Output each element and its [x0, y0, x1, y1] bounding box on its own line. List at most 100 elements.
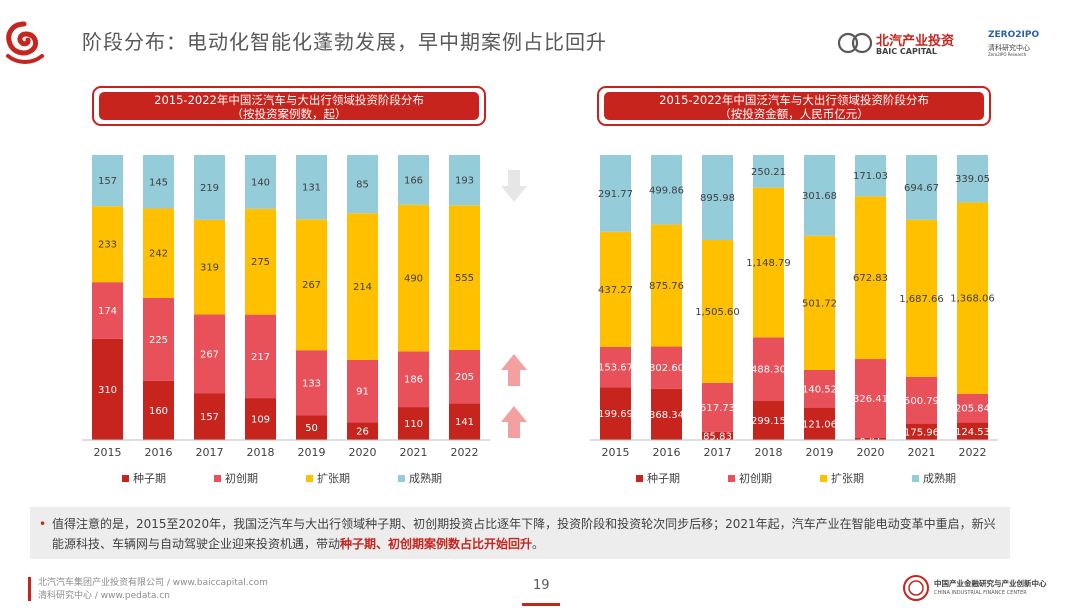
chart2-legend-swatch	[728, 475, 735, 482]
chart1-data-label: 205	[455, 372, 474, 383]
chart1-bar-2017-s1	[194, 314, 225, 394]
chart2-data-label: 895.98	[700, 193, 735, 204]
chart1-legend-label: 种子期	[133, 471, 166, 485]
chart1-legend-label: 初创期	[225, 471, 258, 485]
chart2-bar-2018-s0	[753, 401, 784, 440]
chart1-data-label: 133	[302, 378, 321, 389]
chart2-subtitle: （按投资金额，人民币亿元）	[719, 107, 869, 121]
chart2-bar-2020-s3	[855, 155, 886, 197]
chart1-data-label: 217	[251, 352, 270, 363]
chart2-tick-label: 2019	[806, 446, 834, 459]
chart1-data-label: 157	[200, 412, 219, 423]
chart2-bar-2017-s2	[702, 239, 733, 383]
chart1-bar-2015-s3	[92, 155, 123, 207]
zero-logo-sub2: Zero2IPO Research	[988, 52, 1027, 57]
chart2-bar-2019-s0	[804, 407, 835, 440]
chart2-bar-2022-s3	[957, 155, 988, 203]
chart1-bar-2022-s0	[449, 403, 480, 440]
chart1-bar-2015-s0	[92, 338, 123, 440]
chart1-bar-2017-s3	[194, 155, 225, 220]
chart1-bar-2019-s2	[296, 219, 327, 351]
chart1-data-label: 131	[302, 183, 321, 194]
chart1-data-label: 157	[98, 176, 117, 187]
chart1-bar-2016-s2	[143, 208, 174, 298]
up-arrow-icon	[501, 406, 527, 438]
page-title: 阶段分布：电动化智能化蓬勃发展，早中期案例占比回升	[82, 30, 607, 54]
chart2-legend-label: 成熟期	[923, 471, 956, 485]
baic-logo-sub: BAIC CAPITAL	[876, 47, 937, 56]
chart2-tick-label: 2022	[959, 446, 987, 459]
chart1-bar-2019-s0	[296, 415, 327, 440]
chart2-bar-2022-s1	[957, 393, 988, 423]
chart1-data-label: 490	[404, 274, 423, 285]
chart2-tick-label: 2017	[704, 446, 732, 459]
up-arrow-icon	[501, 354, 527, 386]
chart1-title-box: 2015-2022年中国泛汽车与大出行领域投资阶段分布 （按投资案例数，起）	[92, 86, 486, 126]
chart2-bar-2017-s3	[702, 155, 733, 240]
chart1-tick-label: 2022	[451, 446, 479, 459]
chart1-bar-2018-s0	[245, 398, 276, 440]
chart1-tick-label: 2017	[196, 446, 224, 459]
chart1-data-label: 214	[353, 282, 372, 293]
chart2-bar-2017-s1	[702, 382, 733, 432]
chart1-tick-label: 2020	[349, 446, 377, 459]
chart2-bar-2015-s3	[600, 155, 631, 232]
chart2-bar-2019-s1	[804, 369, 835, 408]
baic-emblem-icon	[838, 32, 872, 54]
chart2-tick-label: 2018	[755, 446, 783, 459]
chart2-title: 2015-2022年中国泛汽车与大出行领域投资阶段分布	[659, 93, 929, 107]
chart2-data-label: 205.84	[955, 404, 990, 415]
chart2-bar-2018-s3	[753, 155, 784, 188]
chart2-bar-2016-s1	[651, 346, 682, 389]
chart1-bar-2017-s2	[194, 219, 225, 315]
chart2-data-label: 368.34	[649, 410, 684, 421]
chart1-data-label: 310	[98, 385, 117, 396]
chart2-data-label: 199.69	[598, 409, 633, 420]
chart2-data-label: 153.67	[598, 363, 633, 374]
chart1-tick-label: 2019	[298, 446, 326, 459]
chart1-data-label: 110	[404, 419, 423, 430]
chart1-data-label: 26	[356, 427, 369, 438]
chart1-legend-swatch	[398, 475, 405, 482]
zero-logo-sub1: 清科研究中心	[988, 44, 1030, 52]
chart2-investment-amount: 199.69 153.67 437.27 291.77 2015 368.34 302.60…	[590, 155, 998, 485]
chart2-bar-2022-s2	[957, 202, 988, 394]
chart2-data-label: 301.68	[802, 191, 837, 202]
chart1-data-label: 267	[200, 349, 219, 360]
chart2-legend-label: 初创期	[739, 471, 772, 485]
chart1-data-label: 50	[305, 423, 318, 434]
chart1-bar-2021-s2	[398, 204, 429, 352]
chart1-data-label: 145	[149, 177, 168, 188]
chart2-data-label: 1,148.79	[746, 258, 791, 269]
chart1-data-label: 319	[200, 263, 219, 274]
chart1-bar-2016-s3	[143, 155, 174, 209]
cifc-logo: 中国产业金融研究与产业创新中心 CHINA INDUSTRIAL FINANCE…	[902, 574, 1062, 604]
chart1-data-label: 160	[149, 406, 168, 417]
note-end: 。	[532, 537, 545, 551]
chart1-data-label: 85	[356, 180, 369, 191]
chart1-tick-label: 2015	[94, 446, 122, 459]
chart2-bar-2019-s3	[804, 155, 835, 236]
chart2-tick-label: 2015	[602, 446, 630, 459]
chart1-bar-2021-s1	[398, 351, 429, 408]
chart2-bar-2021-s1	[906, 376, 937, 424]
chart2-bar-2021-s0	[906, 423, 937, 440]
footer-accent-bar	[28, 577, 31, 601]
chart2-bar-2015-s2	[600, 231, 631, 347]
chart1-bar-2019-s3	[296, 155, 327, 220]
cifc-logo-sub: CHINA INDUSTRIAL FINANCE CENTER	[934, 590, 1027, 596]
chart2-data-label: 500.79	[904, 396, 939, 407]
note-text: 值得注意的是，2015至2020年，我国泛汽车与大出行领域种子期、初创期投资占比…	[52, 517, 996, 551]
chart2-data-label: 326.41	[853, 394, 888, 405]
chart2-data-label: 488.30	[751, 365, 786, 376]
chart2-bar-2021-s3	[906, 155, 937, 220]
chart1-data-label: 186	[404, 375, 423, 386]
chart1-data-label: 141	[455, 417, 474, 428]
chart2-bar-2015-s0	[600, 387, 631, 440]
chart2-data-label: 171.03	[853, 171, 888, 182]
chart2-bar-2020-s2	[855, 196, 886, 360]
cifc-logo-text: 中国产业金融研究与产业创新中心	[934, 579, 1047, 588]
chart2-data-label: 501.72	[802, 298, 837, 309]
chart1-data-label: 219	[200, 183, 219, 194]
chart1-legend-swatch	[214, 475, 221, 482]
